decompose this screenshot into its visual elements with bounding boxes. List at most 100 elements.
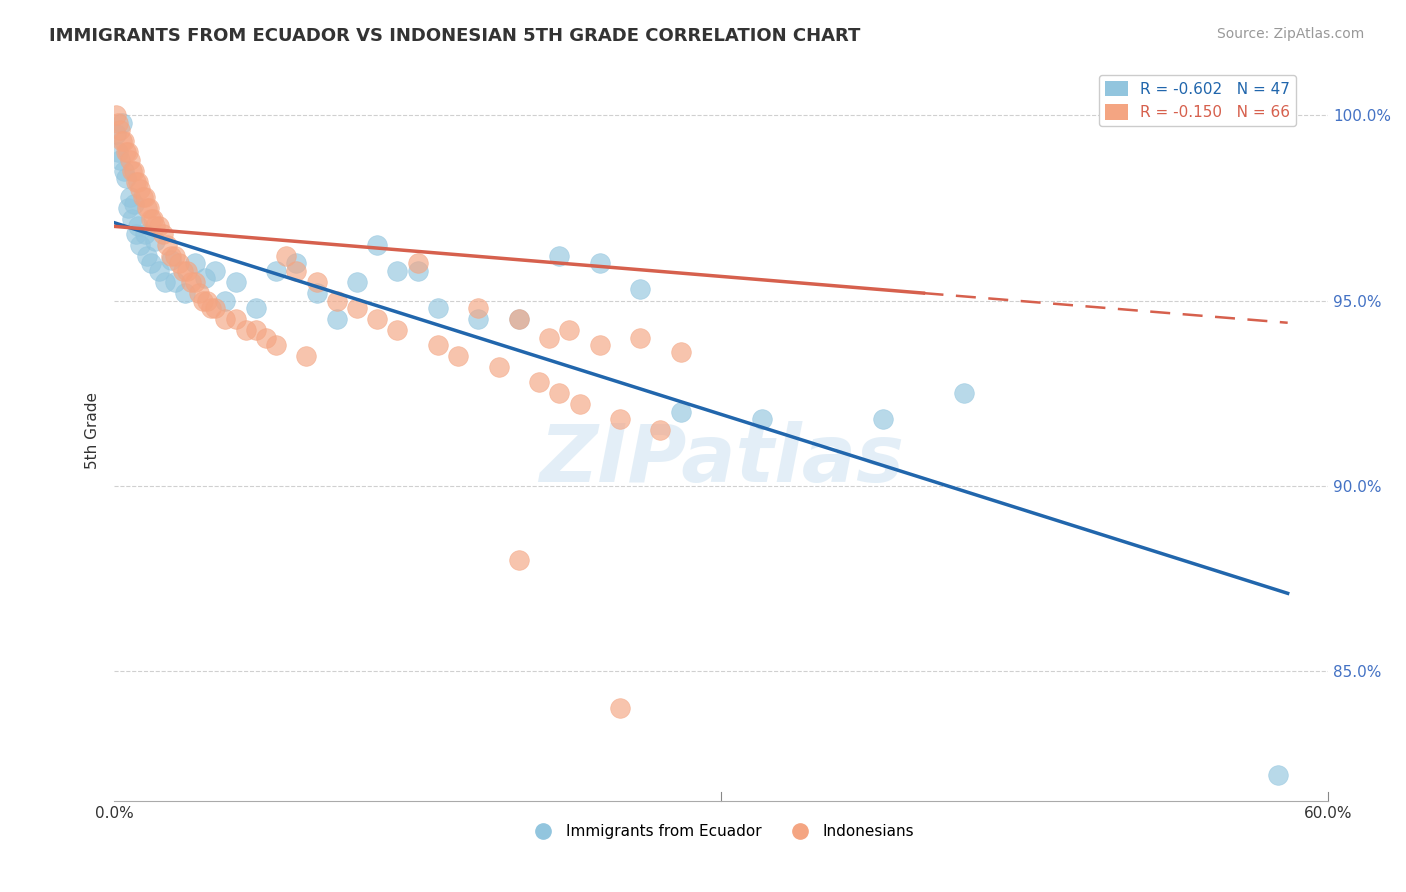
Point — [669, 405, 692, 419]
Point — [200, 301, 222, 315]
Point — [195, 293, 218, 308]
Point — [467, 301, 489, 315]
Point — [160, 252, 183, 267]
Point — [120, 153, 142, 167]
Point — [110, 153, 132, 167]
Point — [115, 171, 138, 186]
Point — [204, 264, 226, 278]
Point — [120, 190, 142, 204]
Point — [107, 115, 129, 129]
Point — [111, 134, 134, 148]
Point — [628, 330, 651, 344]
Point — [125, 227, 148, 241]
Point — [160, 249, 183, 263]
Point — [143, 234, 166, 248]
Point — [167, 256, 190, 270]
Point — [156, 238, 179, 252]
Point — [131, 190, 153, 204]
Point — [609, 412, 631, 426]
Point — [669, 345, 692, 359]
Legend: Immigrants from Ecuador, Indonesians: Immigrants from Ecuador, Indonesians — [522, 818, 921, 845]
Point — [508, 553, 530, 567]
Point — [135, 249, 157, 263]
Point — [326, 293, 349, 308]
Point — [194, 271, 217, 285]
Point — [295, 349, 318, 363]
Point — [426, 338, 449, 352]
Point — [387, 323, 409, 337]
Point — [105, 108, 128, 122]
Point — [184, 275, 207, 289]
Point — [127, 219, 149, 234]
Point — [124, 163, 146, 178]
Point — [135, 201, 157, 215]
Point — [138, 201, 160, 215]
Point — [121, 211, 143, 226]
Text: Source: ZipAtlas.com: Source: ZipAtlas.com — [1216, 27, 1364, 41]
Point — [111, 115, 134, 129]
Point — [751, 412, 773, 426]
Point — [134, 190, 156, 204]
Point — [125, 175, 148, 189]
Point — [115, 145, 138, 160]
Point — [1267, 768, 1289, 782]
Point — [406, 256, 429, 270]
Point — [346, 275, 368, 289]
Point — [568, 397, 591, 411]
Point — [139, 211, 162, 226]
Point — [204, 301, 226, 315]
Point — [366, 312, 388, 326]
Point — [117, 201, 139, 215]
Point — [225, 275, 247, 289]
Point — [124, 197, 146, 211]
Point — [628, 282, 651, 296]
Point — [548, 386, 571, 401]
Point — [127, 175, 149, 189]
Point — [609, 701, 631, 715]
Point — [589, 256, 612, 270]
Point — [180, 275, 202, 289]
Point — [366, 238, 388, 252]
Point — [174, 286, 197, 301]
Point — [163, 275, 186, 289]
Point — [142, 211, 165, 226]
Point — [406, 264, 429, 278]
Point — [264, 338, 287, 352]
Point — [305, 275, 328, 289]
Point — [488, 360, 510, 375]
Point — [129, 182, 152, 196]
Point — [305, 286, 328, 301]
Point — [105, 127, 128, 141]
Point — [872, 412, 894, 426]
Point — [134, 227, 156, 241]
Point — [129, 238, 152, 252]
Point — [285, 256, 308, 270]
Point — [148, 219, 170, 234]
Point — [245, 323, 267, 337]
Point — [254, 330, 277, 344]
Point — [214, 312, 236, 326]
Point — [143, 219, 166, 234]
Point — [650, 423, 672, 437]
Point — [426, 301, 449, 315]
Point — [117, 145, 139, 160]
Point — [387, 264, 409, 278]
Point — [447, 349, 470, 363]
Point — [558, 323, 581, 337]
Point — [193, 293, 215, 308]
Point — [139, 256, 162, 270]
Text: IMMIGRANTS FROM ECUADOR VS INDONESIAN 5TH GRADE CORRELATION CHART: IMMIGRANTS FROM ECUADOR VS INDONESIAN 5T… — [49, 27, 860, 45]
Point — [508, 312, 530, 326]
Point — [326, 312, 349, 326]
Point — [953, 386, 976, 401]
Point — [346, 301, 368, 315]
Point — [214, 293, 236, 308]
Point — [152, 227, 174, 241]
Point — [245, 301, 267, 315]
Point — [121, 163, 143, 178]
Point — [527, 375, 550, 389]
Point — [112, 134, 135, 148]
Point — [148, 264, 170, 278]
Point — [112, 163, 135, 178]
Point — [176, 264, 198, 278]
